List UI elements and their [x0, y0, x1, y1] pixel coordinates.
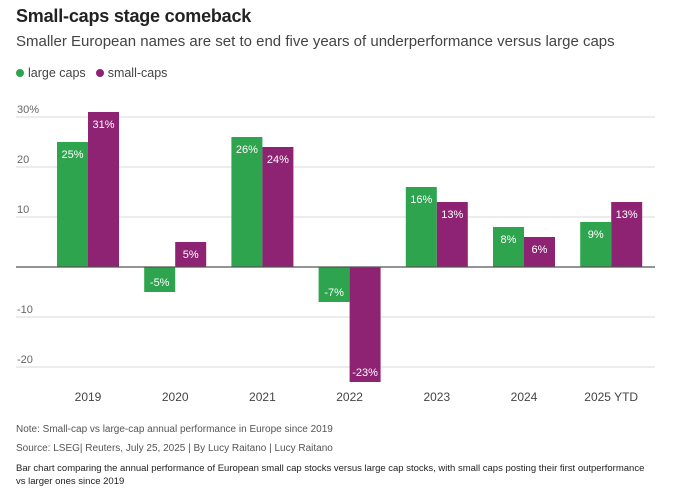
data-label-small-caps: 13% — [616, 209, 638, 221]
bar-large-caps — [144, 267, 176, 292]
chart-note: Note: Small-cap vs large-cap annual perf… — [16, 424, 333, 435]
legend: large caps small-caps — [16, 66, 167, 80]
data-label-small-caps: 24% — [267, 154, 289, 166]
legend-item-small-caps: small-caps — [95, 66, 168, 80]
y-tick-label: 20 — [17, 154, 29, 166]
y-tick-label: 30% — [17, 104, 39, 116]
legend-label-small-caps: small-caps — [107, 66, 168, 80]
bar-chart: 30% 20 10 -10 -20 25% 31% 2019 -5% 5% 2020 26% 24% 20… — [16, 104, 655, 404]
y-tick-label: 10 — [17, 204, 29, 216]
bar-small-caps — [175, 242, 207, 267]
legend-item-large-caps: large caps — [16, 66, 86, 80]
x-tick-label: 2020 — [162, 390, 189, 404]
chart-subtitle: Smaller European names are set to end fi… — [16, 33, 615, 50]
data-label-small-caps: 5% — [183, 249, 199, 261]
chart-source: Source: LSEG| Reuters, July 25, 2025 | B… — [16, 443, 333, 454]
bar-small-caps — [524, 237, 555, 267]
data-label-large-caps: 26% — [236, 144, 258, 156]
data-label-large-caps: -5% — [150, 277, 170, 289]
legend-label-large-caps: large caps — [28, 66, 86, 80]
legend-swatch-large-caps — [16, 69, 24, 77]
bar-small-caps — [262, 147, 294, 267]
data-label-large-caps: 25% — [61, 149, 83, 161]
data-label-small-caps: -23% — [352, 367, 378, 379]
data-label-large-caps: 16% — [410, 194, 432, 206]
bar-large-caps — [231, 137, 263, 267]
x-tick-label: 2025 YTD — [584, 390, 638, 404]
chart-description: Bar chart comparing the annual performan… — [16, 463, 645, 487]
bar-large-caps — [57, 142, 88, 267]
data-label-large-caps: 9% — [588, 229, 604, 241]
bar-small-caps — [349, 267, 381, 382]
bar-large-caps — [318, 267, 350, 302]
data-label-small-caps: 31% — [92, 119, 114, 131]
x-tick-label: 2019 — [75, 390, 102, 404]
legend-swatch-small-caps — [95, 69, 104, 77]
x-tick-label: 2021 — [249, 390, 276, 404]
bar-large-caps — [405, 187, 437, 267]
x-tick-label: 2024 — [511, 390, 538, 404]
x-tick-label: 2023 — [423, 390, 450, 404]
data-label-small-caps: 13% — [441, 209, 463, 221]
bar-large-caps — [580, 222, 612, 267]
chart-title: Small-caps stage comeback — [16, 6, 252, 26]
x-tick-label: 2022 — [336, 390, 363, 404]
bar-small-caps — [88, 112, 119, 267]
y-tick-label: -20 — [17, 354, 33, 366]
bar-small-caps — [436, 202, 468, 267]
y-tick-label: -10 — [17, 304, 33, 316]
data-label-small-caps: 6% — [532, 244, 548, 256]
bar-large-caps — [493, 227, 524, 267]
bar-small-caps — [611, 202, 643, 267]
data-label-large-caps: -7% — [324, 287, 344, 299]
data-label-large-caps: 8% — [501, 234, 517, 246]
